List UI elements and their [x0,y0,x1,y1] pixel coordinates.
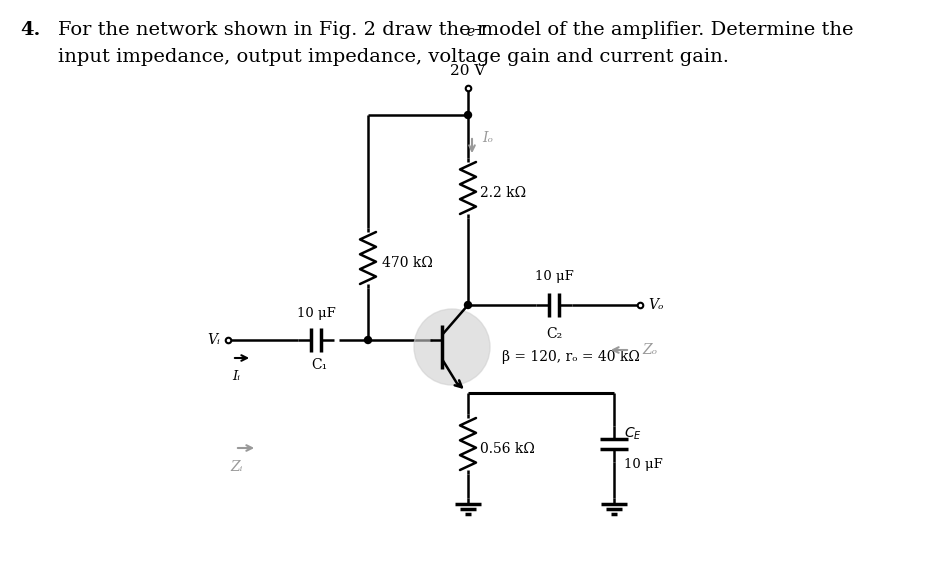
Text: For the network shown in Fig. 2 draw the r: For the network shown in Fig. 2 draw the… [58,21,486,39]
Text: 4.: 4. [21,21,41,39]
Text: 20 V: 20 V [450,64,486,78]
Text: Vₒ: Vₒ [648,298,664,312]
Circle shape [464,302,472,308]
Text: input impedance, output impedance, voltage gain and current gain.: input impedance, output impedance, volta… [58,48,729,66]
Circle shape [414,309,490,385]
Text: 10 μF: 10 μF [297,307,335,320]
Text: -model of the amplifier. Determine the: -model of the amplifier. Determine the [474,21,853,39]
Text: 470 kΩ: 470 kΩ [382,256,432,270]
Text: e: e [467,25,475,39]
Text: Iᵢ: Iᵢ [232,370,240,383]
Text: C₂: C₂ [546,327,563,341]
Text: β = 120, rₒ = 40 kΩ: β = 120, rₒ = 40 kΩ [502,350,640,364]
Text: 10 μF: 10 μF [534,270,574,283]
Text: $C_E$: $C_E$ [624,426,642,442]
Text: 0.56 kΩ: 0.56 kΩ [480,442,534,456]
Text: 2.2 kΩ: 2.2 kΩ [480,186,526,200]
Text: Zᵢ: Zᵢ [230,460,242,474]
Circle shape [464,111,472,118]
Text: Iₒ: Iₒ [482,131,493,145]
Text: Vᵢ: Vᵢ [207,333,220,347]
Text: Zₒ: Zₒ [642,343,657,357]
Circle shape [364,336,372,343]
Text: 10 μF: 10 μF [624,458,663,471]
Text: C₁: C₁ [311,358,327,372]
